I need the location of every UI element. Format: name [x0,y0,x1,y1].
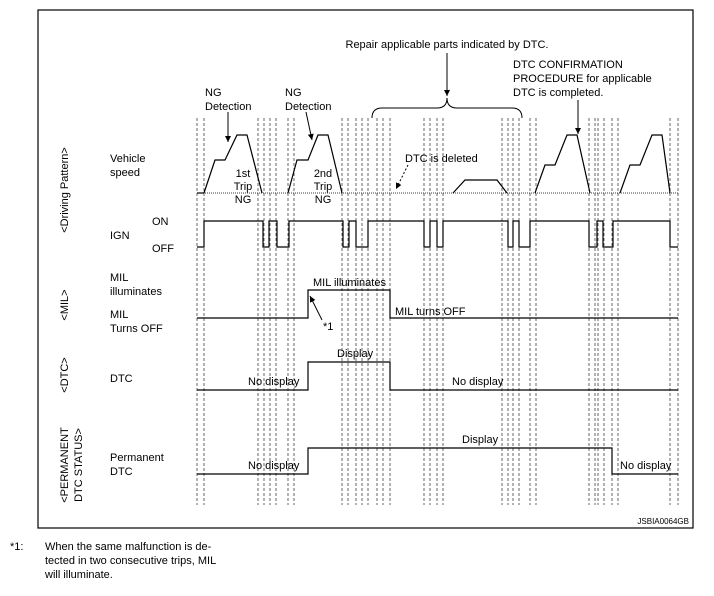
note: *1 [323,321,333,333]
state-label: Display [337,348,374,360]
row-label: MIL [110,309,128,321]
state-label: No display [452,376,504,388]
note: Detection [285,101,331,113]
figure-id: JSBIA0064GB [637,517,689,526]
permanent-signal [197,447,678,475]
level-label: ON [152,216,169,228]
row-label: DTC [110,466,133,478]
section-label: <Driving Pattern> [59,147,71,233]
note: Trip [234,181,253,193]
row-label: Permanent [110,452,164,464]
note: DTC CONFIRMATION [513,59,623,71]
footnote: will illuminate. [44,569,113,581]
waveforms [197,53,678,475]
note: DTC is deleted [405,153,478,165]
row-label: IGN [110,230,130,242]
note: Detection [205,101,251,113]
state-label: No display [248,460,300,472]
arrow [305,111,314,141]
ign-signal [197,220,678,248]
note: PROCEDURE for applicable [513,73,652,85]
footnote: tected in two consecutive trips, MIL [45,555,216,567]
mil-signal [197,289,678,319]
section-label: <MIL> [59,289,71,320]
row-label: Turns OFF [110,323,163,335]
note: NG [205,87,222,99]
note: NG [285,87,302,99]
brace [371,97,523,119]
note: Repair applicable parts indicated by DTC… [346,39,549,51]
note: NG [235,194,252,206]
arrow [395,164,409,190]
row-label: speed [110,167,140,179]
state-label: No display [248,376,300,388]
row-label: illuminates [110,286,162,298]
state-label: Display [462,434,499,446]
arrow [309,295,323,321]
note: Trip [314,181,333,193]
state-label: MIL illuminates [313,277,386,289]
section-label: DTC STATUS> [73,428,85,502]
footnote-marker: *1: [10,541,23,553]
row-label: Vehicle [110,153,145,165]
speed-pattern [534,134,591,194]
speed-pattern [203,134,263,194]
speed-pattern [452,179,508,194]
footnote: When the same malfunction is de- [45,541,212,553]
speed-pattern [619,134,671,194]
note: NG [315,194,332,206]
time-markers [196,118,679,505]
note: 1st [236,168,251,180]
section-label: <DTC> [59,357,71,392]
row-label: MIL [110,272,128,284]
state-label: No display [620,460,672,472]
state-label: MIL turns OFF [395,306,466,318]
row-label: DTC [110,373,133,385]
note: 2nd [314,168,332,180]
speed-pattern [287,134,343,194]
dtc-signal [197,361,678,391]
section-label: <PERMANENT [59,427,71,503]
note: DTC is completed. [513,87,603,99]
level-label: OFF [152,243,174,255]
frame [37,9,694,529]
